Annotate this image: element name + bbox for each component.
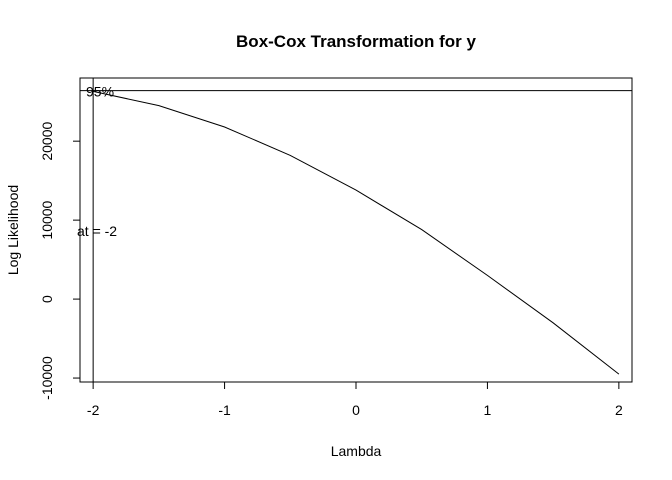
- x-tick-label: -1: [218, 402, 231, 418]
- chart-title: Box-Cox Transformation for y: [236, 32, 476, 51]
- series-group: [92, 90, 620, 375]
- x-axis: -2 -1 0 1 2: [87, 381, 623, 418]
- y-axis: -10000 0 10000 20000: [39, 121, 81, 400]
- plot-frame: [79, 77, 633, 383]
- y-tick-label: 10000: [39, 200, 55, 239]
- y-tick-label: 20000: [39, 121, 55, 160]
- y-tick-label: 0: [39, 295, 55, 303]
- x-tick-label: 0: [352, 402, 360, 418]
- annotations-group: 95% at = -2: [77, 78, 632, 382]
- series-line: [92, 90, 620, 375]
- x-tick-label: 1: [484, 402, 492, 418]
- y-tick-label: -10000: [39, 356, 55, 400]
- ci-label: 95%: [86, 84, 114, 100]
- y-axis-label: Log Likelihood: [5, 185, 21, 275]
- lambda-label: at = -2: [77, 223, 117, 239]
- x-tick-label: 2: [615, 402, 623, 418]
- x-axis-label: Lambda: [331, 443, 382, 459]
- x-tick-label: -2: [87, 402, 100, 418]
